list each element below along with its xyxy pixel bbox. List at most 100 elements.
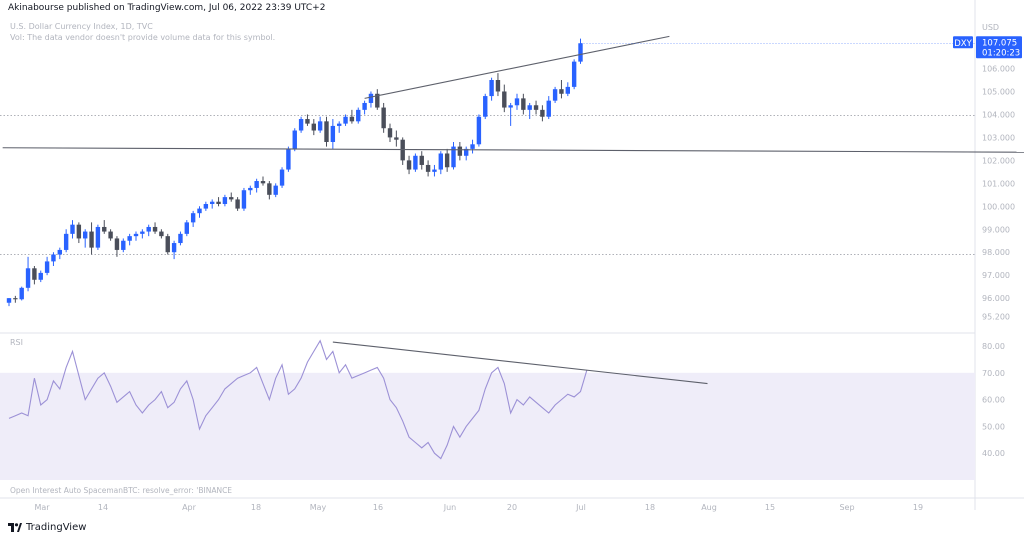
candle-up	[552, 89, 558, 101]
symbol-badge[interactable]	[953, 36, 973, 49]
symbol-badge-label: DXY	[954, 39, 972, 49]
candle-up	[95, 226, 101, 248]
candle-down	[559, 89, 564, 94]
candle-down	[444, 153, 450, 168]
time-tick-label: Mar	[34, 503, 50, 512]
candle-down	[425, 164, 431, 172]
candle-down	[349, 116, 355, 122]
candle-up	[197, 208, 202, 214]
candle-up	[356, 109, 361, 122]
candle-down	[152, 226, 158, 232]
candle-up	[83, 231, 88, 239]
candle-up	[546, 100, 551, 117]
candle-up	[483, 96, 488, 117]
candle-up	[508, 105, 513, 108]
candle-down	[76, 224, 82, 239]
rsi-tick-label: 80.00	[982, 342, 1005, 351]
time-tick-label: Jul	[575, 503, 586, 512]
candle-up	[464, 148, 469, 156]
candle-down	[540, 109, 545, 117]
candle-up	[241, 190, 247, 209]
candle-up	[565, 86, 570, 94]
candle-down	[419, 155, 424, 165]
candle-up	[248, 187, 253, 191]
candle-down	[502, 91, 507, 108]
candle-down	[13, 298, 18, 300]
rsi-tick-label: 40.00	[982, 449, 1005, 458]
price-tick-label: 96.000	[982, 294, 1010, 303]
candle-up	[362, 102, 367, 110]
countdown-label: 01:20:23	[982, 48, 1020, 58]
candle-up	[298, 119, 304, 131]
time-tick-label: Apr	[182, 503, 197, 512]
candle-down	[457, 146, 463, 156]
candle-up	[210, 201, 215, 204]
candle-down	[311, 123, 316, 131]
rsi-trendline[interactable]	[332, 341, 708, 385]
candle-down	[533, 105, 539, 110]
rsi-tick-label: 50.00	[982, 422, 1005, 431]
price-tick-label: 104.000	[982, 110, 1015, 119]
candle-up	[6, 298, 12, 303]
candle-up	[63, 233, 69, 250]
candle-up	[19, 287, 24, 300]
candle-down	[406, 160, 412, 170]
candle-up	[273, 185, 278, 195]
candle-up	[146, 226, 151, 232]
candle-up	[254, 181, 259, 188]
symbol-legend: U.S. Dollar Currency Index, 1D, TVC	[10, 22, 153, 31]
price-tick-label: 98.000	[982, 248, 1010, 257]
candle-up	[330, 125, 336, 142]
candle-down	[260, 181, 266, 184]
candle-down	[381, 107, 386, 129]
open-interest-notice: Open Interest Auto SpacemanBTC: resolve_…	[10, 486, 233, 495]
rsi-tick-label: 70.00	[982, 369, 1005, 378]
candle-down	[267, 183, 272, 195]
time-tick-label: 15	[765, 503, 775, 512]
price-trendline[interactable]	[2, 147, 1024, 153]
candle-up	[44, 261, 50, 273]
candle-up	[413, 155, 418, 170]
tradingview-brand[interactable]: TradingView	[8, 522, 86, 533]
candle-up	[286, 148, 291, 170]
rsi-line	[8, 339, 588, 460]
candle-up	[184, 222, 189, 234]
candle-up	[470, 144, 475, 149]
price-tick-label: 95.200	[982, 313, 1010, 322]
volume-notice: Vol: The data vendor doesn't provide vol…	[10, 33, 276, 42]
candle-up	[514, 98, 520, 106]
time-tick-label: 18	[645, 503, 655, 512]
time-tick-label: 14	[98, 503, 108, 512]
candle-up	[190, 213, 196, 223]
candle-up	[578, 43, 583, 62]
time-tick-label: 20	[507, 503, 517, 512]
published-header: Akinabourse published on TradingView.com…	[8, 3, 326, 13]
candle-down	[32, 268, 37, 280]
candle-down	[165, 236, 170, 253]
candle-down	[102, 226, 107, 232]
time-tick-label: May	[310, 503, 327, 512]
candle-up	[279, 169, 285, 186]
candle-up	[25, 268, 31, 288]
candle-down	[108, 231, 113, 239]
candle-up	[222, 197, 228, 204]
candle-down	[521, 98, 526, 110]
price-tick-label: 106.000	[982, 65, 1015, 74]
candle-up	[292, 130, 297, 149]
currency-label: USD	[982, 23, 999, 32]
time-tick-label: 16	[373, 503, 383, 512]
time-tick-label: 18	[251, 503, 261, 512]
candle-down	[305, 119, 310, 124]
candle-up	[476, 116, 482, 145]
candle-down	[229, 197, 234, 200]
candle-up	[203, 204, 209, 209]
price-trendline[interactable]	[364, 35, 670, 99]
candle-up	[38, 272, 43, 280]
candle-up	[317, 121, 323, 131]
candle-down	[387, 128, 393, 138]
rsi-tick-label: 60.00	[982, 396, 1005, 405]
candle-up	[451, 146, 456, 168]
candle-up	[70, 224, 75, 234]
candle-up	[527, 105, 532, 110]
